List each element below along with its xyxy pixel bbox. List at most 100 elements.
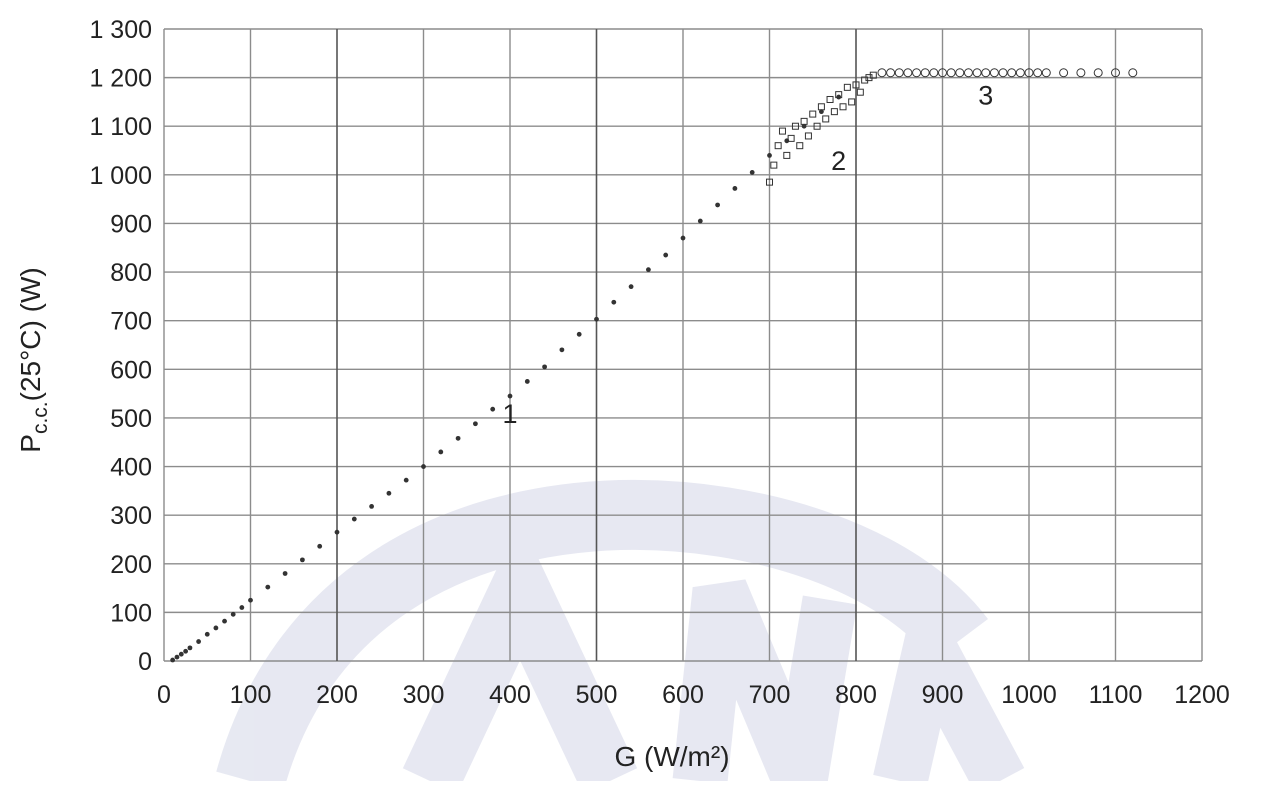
data-point <box>836 94 842 100</box>
y-tick-label: 300 <box>110 502 152 530</box>
data-point <box>835 91 843 99</box>
data-point <box>801 123 807 129</box>
y-tick-label: 900 <box>110 210 152 238</box>
x-tick-label: 100 <box>230 681 272 709</box>
data-point <box>187 645 193 651</box>
data-point <box>800 117 808 125</box>
x-tick-label: 900 <box>922 681 964 709</box>
data-point <box>817 103 825 111</box>
data-point <box>524 379 530 384</box>
data-point <box>438 449 444 455</box>
data-point <box>222 618 227 624</box>
region-label: 1 <box>502 399 517 429</box>
data-point <box>403 477 409 483</box>
data-point <box>473 421 478 427</box>
data-points <box>170 68 1138 663</box>
grid <box>163 28 1203 662</box>
x-tick-label: 0 <box>157 681 171 709</box>
data-point <box>628 284 634 290</box>
data-point <box>778 127 786 135</box>
data-point <box>1059 68 1069 78</box>
data-point <box>783 151 791 159</box>
x-tick-label: 500 <box>576 681 618 709</box>
data-point <box>697 218 703 224</box>
data-point <box>822 115 830 123</box>
data-point <box>1041 68 1051 78</box>
y-axis-title-main: P <box>15 434 46 453</box>
data-point <box>663 252 669 258</box>
y-tick-label: 800 <box>110 259 152 287</box>
data-point <box>204 631 210 637</box>
data-point <box>963 68 973 78</box>
data-point <box>1015 68 1025 78</box>
data-point <box>1128 68 1138 78</box>
data-point <box>749 170 755 175</box>
data-point <box>507 393 513 399</box>
y-tick-label: 100 <box>110 599 152 627</box>
data-point <box>300 557 305 563</box>
data-point <box>989 68 999 78</box>
data-point <box>282 571 288 576</box>
data-point <box>813 122 821 130</box>
y-axis-title-subscript: c.c. <box>29 401 52 434</box>
data-point <box>796 142 804 150</box>
data-point <box>715 202 720 208</box>
y-axis-title-rest: (25°C) (W) <box>15 267 46 401</box>
data-point <box>183 648 189 654</box>
data-point <box>386 490 392 496</box>
data-point <box>732 186 738 191</box>
y-tick-label: 400 <box>110 454 152 482</box>
data-point <box>317 543 323 549</box>
region-label: 2 <box>831 146 846 176</box>
data-point <box>774 142 782 150</box>
y-tick-label: 1 000 <box>89 162 152 190</box>
data-point <box>770 161 778 169</box>
data-point <box>955 68 965 78</box>
x-tick-label: 1100 <box>1089 681 1143 709</box>
x-tick-label: 300 <box>403 681 445 709</box>
data-point <box>1007 68 1017 78</box>
data-point <box>998 68 1008 78</box>
y-axis-title: Pc.c.(25°C) (W) <box>15 267 52 452</box>
data-point <box>920 68 930 78</box>
y-tick-label: 1 300 <box>89 16 152 44</box>
x-tick-label: 800 <box>835 681 877 709</box>
data-point <box>843 83 851 91</box>
data-point <box>809 110 817 118</box>
data-point <box>490 406 496 412</box>
y-tick-label: 0 <box>138 648 152 676</box>
x-tick-label: 400 <box>489 681 531 709</box>
data-point <box>213 625 219 631</box>
x-tick-label: 700 <box>749 681 791 709</box>
data-point <box>852 81 860 89</box>
x-tick-label: 1000 <box>1001 681 1057 709</box>
data-point <box>767 153 772 158</box>
x-axis-title: G (W/m²) <box>614 741 729 772</box>
data-point <box>1024 68 1034 78</box>
data-point <box>1033 68 1043 78</box>
data-point <box>170 657 176 663</box>
data-point <box>334 529 340 535</box>
annotations: 1 2 3 <box>502 80 993 428</box>
data-point <box>981 68 991 78</box>
data-point <box>929 68 939 78</box>
data-point <box>1111 68 1120 78</box>
data-point <box>351 516 357 522</box>
data-point <box>542 364 547 370</box>
data-point <box>766 178 773 186</box>
data-point <box>594 316 599 322</box>
data-point <box>848 98 856 106</box>
data-point <box>861 76 869 84</box>
region-label: 3 <box>978 80 993 110</box>
data-point <box>421 464 426 469</box>
data-point <box>248 597 253 603</box>
data-point <box>839 103 847 111</box>
data-point <box>196 639 202 644</box>
data-point <box>576 331 582 337</box>
y-tick-label: 1 200 <box>89 65 152 93</box>
data-point <box>787 134 795 142</box>
x-tick-label: 600 <box>662 681 704 709</box>
x-tick-label: 1200 <box>1174 681 1230 709</box>
